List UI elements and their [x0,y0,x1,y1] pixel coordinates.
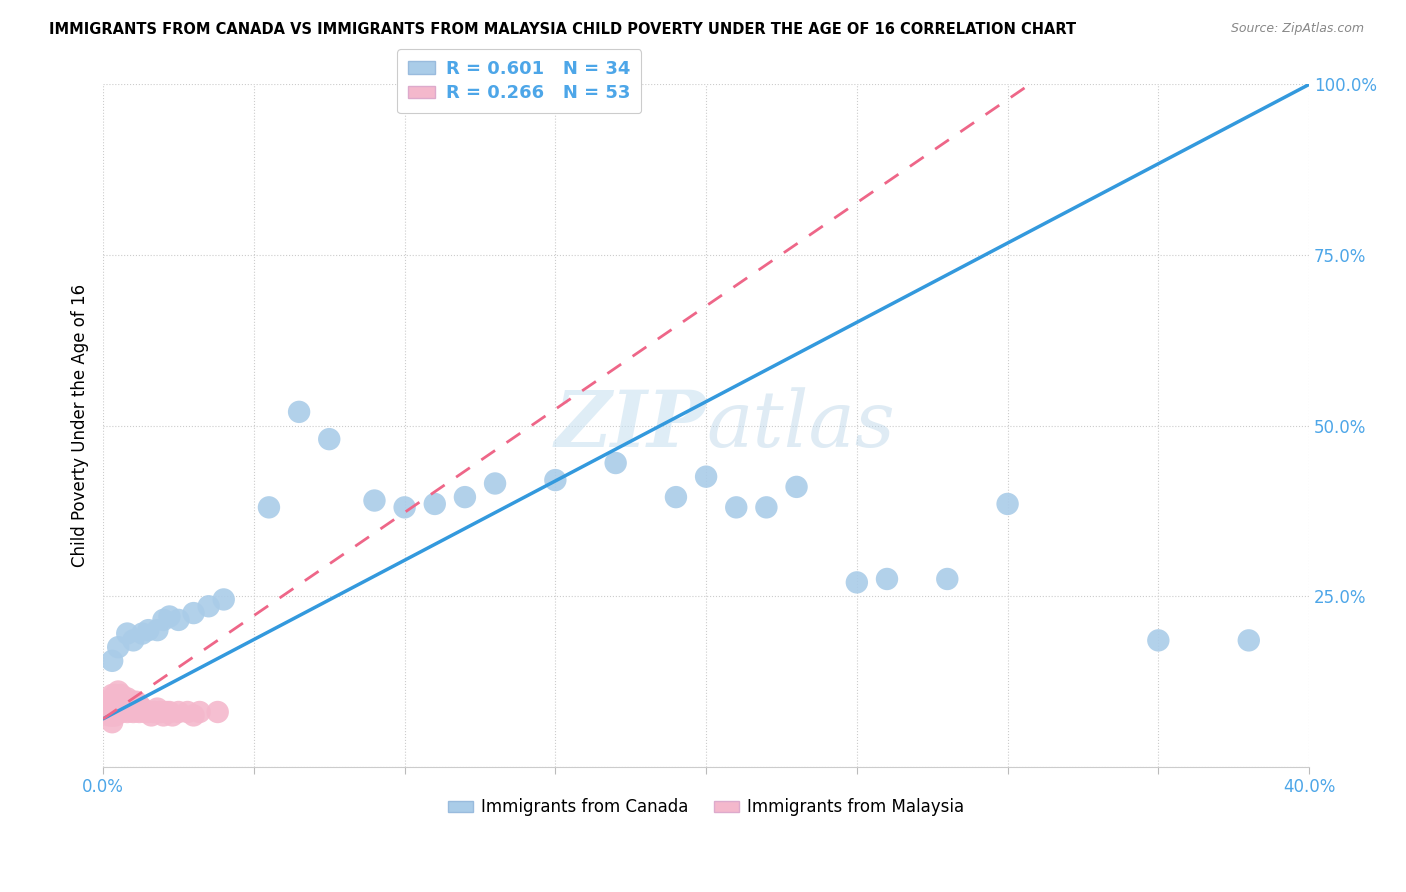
Point [152,708,174,723]
Point [1237,633,1260,648]
Point [1147,633,1170,648]
Point [131,626,153,640]
Point [98,695,121,709]
Text: IMMIGRANTS FROM CANADA VS IMMIGRANTS FROM MALAYSIA CHILD POVERTY UNDER THE AGE O: IMMIGRANTS FROM CANADA VS IMMIGRANTS FRO… [49,22,1077,37]
Point [104,708,127,723]
Point [167,613,190,627]
Point [98,701,121,715]
Point [423,497,446,511]
Point [107,640,129,655]
Point [122,695,145,709]
Point [605,456,627,470]
Point [98,708,121,723]
Point [110,698,132,713]
Point [112,695,135,709]
Point [544,473,567,487]
Point [110,705,132,719]
Point [101,688,124,702]
Point [134,705,156,719]
Point [152,613,174,627]
Point [104,701,127,715]
Point [117,705,139,719]
Point [110,695,132,709]
Point [117,698,139,713]
Point [167,705,190,719]
Point [110,701,132,715]
Point [183,708,205,723]
Point [155,705,177,719]
Point [101,715,124,730]
Point [122,705,145,719]
Point [183,606,205,620]
Point [120,701,142,715]
Point [725,500,748,515]
Text: Source: ZipAtlas.com: Source: ZipAtlas.com [1230,22,1364,36]
Point [454,490,477,504]
Point [107,684,129,698]
Point [845,575,868,590]
Point [159,705,181,719]
Y-axis label: Child Poverty Under the Age of 16: Child Poverty Under the Age of 16 [72,284,89,567]
Point [112,698,135,713]
Point [101,708,124,723]
Point [146,701,169,715]
Point [146,623,169,637]
Legend: Immigrants from Canada, Immigrants from Malaysia: Immigrants from Canada, Immigrants from … [441,792,972,823]
Point [138,623,160,637]
Point [104,688,127,702]
Point [207,705,229,719]
Point [122,633,145,648]
Point [125,695,148,709]
Point [128,705,150,719]
Point [288,405,311,419]
Point [363,493,385,508]
Point [394,500,416,515]
Point [110,688,132,702]
Point [94,701,117,715]
Point [176,705,198,719]
Point [131,701,153,715]
Point [120,695,142,709]
Point [117,691,139,706]
Point [197,599,219,614]
Point [107,691,129,706]
Point [143,705,166,719]
Point [104,695,127,709]
Point [101,701,124,715]
Point [117,626,139,640]
Point [159,609,181,624]
Point [665,490,688,504]
Text: ZIP: ZIP [554,387,706,464]
Point [786,480,808,494]
Point [257,500,280,515]
Point [318,432,340,446]
Point [936,572,959,586]
Point [107,705,129,719]
Point [107,698,129,713]
Point [101,654,124,668]
Point [101,695,124,709]
Point [484,476,506,491]
Point [128,698,150,713]
Point [212,592,235,607]
Text: atlas: atlas [706,387,894,464]
Point [149,705,172,719]
Point [141,708,163,723]
Point [125,701,148,715]
Point [188,705,211,719]
Point [162,708,184,723]
Point [997,497,1019,511]
Point [755,500,778,515]
Point [876,572,898,586]
Point [138,705,160,719]
Point [94,695,117,709]
Point [695,469,717,483]
Point [112,701,135,715]
